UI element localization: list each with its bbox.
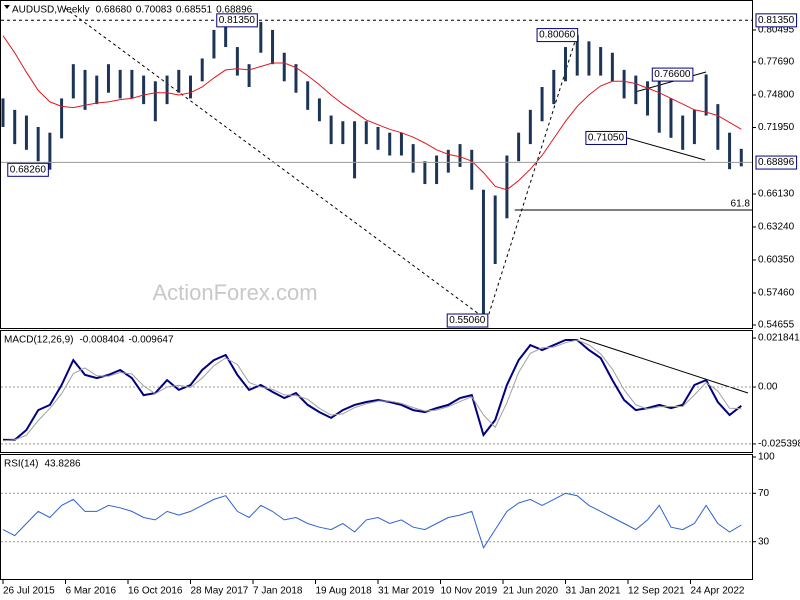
x-tick-label: 26 Jul 2015 [3,586,55,597]
annotation-box [651,67,694,82]
header-value: 0.70083 [136,5,173,16]
y-tick-label: 0.66130 [758,189,795,200]
current-price-label-box [755,155,798,170]
level-label-box [755,13,798,28]
header-value: -0.008404 [79,335,124,346]
y-tick-label: 0.021841 [758,333,800,344]
y-tick-label: 100 [758,452,775,463]
y-tick-label: 0.00 [758,382,778,393]
annotation-box [585,130,627,145]
pane-title: RSI(14) [4,459,38,470]
annotation-label: 0.71050 [588,132,625,143]
y-tick-label: 0.63240 [758,222,795,233]
rsi-pane [0,454,753,580]
y-tick-label: 0.77690 [758,57,795,68]
macd-pane [0,330,753,453]
pane-title: AUDUSD,Weekly [12,5,90,16]
y-tick-label: 0.60350 [758,255,795,266]
y-tick-label: 0.54655 [758,320,795,331]
annotation-label: 0.76600 [654,69,691,80]
header-value: -0.009647 [129,335,174,346]
annotation-label: 0.80060 [539,30,576,41]
x-tick-label: 12 Sep 2021 [628,586,685,597]
annotation-box [7,162,49,177]
x-tick-label: 19 Aug 2018 [316,586,373,597]
y-tick-label: 0.80495 [758,25,795,36]
y-tick-label: -0.025398 [758,439,800,450]
x-tick-label: 10 Nov 2019 [441,586,498,597]
current-price-label: 0.68896 [758,157,795,168]
x-tick-label: 6 Mar 2016 [66,586,117,597]
header-value: 43.8286 [44,459,81,470]
indicator-line [2,339,742,442]
y-tick-label: 0.57460 [758,288,795,299]
x-tick-label: 21 Jun 2020 [503,586,558,597]
trend-line [486,34,578,321]
indicator-line [3,339,742,441]
moving-average [2,35,742,191]
annotation-label: 0.68260 [10,164,47,175]
x-tick-label: 28 May 2017 [191,586,249,597]
y-tick-label: 30 [758,536,770,547]
header-value: 0.68551 [176,5,213,16]
x-tick-label: 7 Jan 2018 [253,586,303,597]
trend-lines [64,7,578,321]
x-tick-label: 16 Oct 2016 [128,586,183,597]
header-value: 0.68680 [96,5,133,16]
watermark: ActionForex.com [152,280,317,305]
menu-triangle [4,5,10,9]
x-tick-label: 31 Jan 2021 [566,586,621,597]
annotation-label: 0.55060 [449,315,486,326]
fib-label: 61.8 [731,199,751,210]
x-tick-label: 31 Mar 2019 [378,586,435,597]
annotation-label: 0.81350 [219,15,256,26]
channel-line [626,137,706,161]
price-pane [0,0,753,329]
x-tick-label: 24 Apr 2022 [691,586,745,597]
y-tick-label: 70 [758,488,770,499]
macd-trend-line [579,337,749,394]
level-label: 0.81350 [758,15,795,26]
y-tick-label: 0.71950 [758,122,795,133]
header-value: 0.68896 [216,5,253,16]
annotation-box [446,313,489,328]
indicator-line [2,492,742,549]
pane-title: MACD(12,26,9) [4,335,73,346]
annotation-box [216,13,258,28]
y-tick-label: 0.74800 [758,90,795,101]
annotation-box [536,28,579,43]
